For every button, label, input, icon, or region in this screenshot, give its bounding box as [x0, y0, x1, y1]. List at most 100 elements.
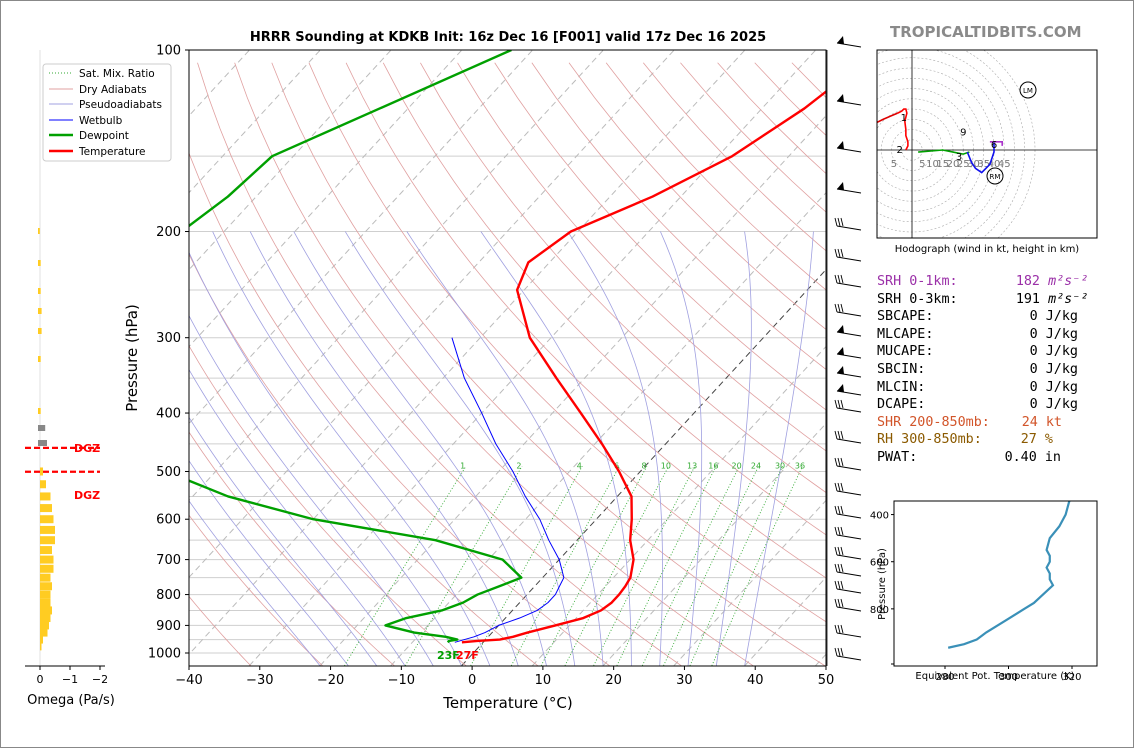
stat-sbcape-label: SBCAPE:: [877, 309, 934, 325]
wind-barbs: [826, 36, 862, 666]
hodograph-height-label: 2: [897, 145, 903, 156]
dgz-label-bottom: DGZ: [74, 489, 100, 502]
stat-pwat: PWAT: 0.40 in: [877, 449, 1088, 467]
mixing-ratio-line: [404, 465, 523, 666]
moist-adiabat-line: [189, 416, 377, 666]
dry-adiabat-line: [568, 62, 826, 330]
wind-barb-staff: [836, 42, 862, 48]
omega-bar: [40, 635, 43, 644]
legend-item-mixing-ratio: Sat. Mix. Ratio: [79, 68, 155, 80]
wind-barb-pennant: [837, 384, 844, 392]
left-mover-circle: [1019, 81, 1037, 99]
stat-rh-value: 27 %: [1020, 432, 1053, 448]
omega-bar: [40, 467, 43, 476]
right-mover-circle: [986, 167, 1004, 185]
stat-srh3-label: SRH 0-3km:: [877, 291, 958, 307]
hodograph-ring-label: 25: [957, 159, 970, 170]
hodograph-segment: [877, 112, 898, 124]
hodograph-height-label: 9: [960, 128, 966, 139]
mixing-ratio-label: 4: [577, 461, 582, 470]
wind-barb: [834, 274, 862, 288]
stat-srh3: SRH 0-3km: 191 m²s⁻²: [877, 291, 1088, 309]
stat-mlcape-value: 0 J/kg: [1029, 326, 1078, 342]
wind-barb: [836, 36, 862, 48]
dry-adiabat-line: [308, 62, 826, 623]
omega-bar: [40, 573, 51, 582]
stat-dcape-label: DCAPE:: [877, 397, 926, 413]
wind-barb: [836, 384, 862, 396]
omega-bar: [40, 564, 54, 573]
legend-item-dewpoint: Dewpoint: [79, 130, 129, 142]
hodograph-segment: [989, 141, 1004, 146]
wind-barb-flag: [840, 399, 844, 409]
wind-barb-flag: [840, 580, 844, 590]
mixing-ratio-line: [540, 465, 648, 666]
stat-shr: SHR 200-850mb: 24 kt: [877, 414, 1088, 432]
wind-barb-flag: [834, 647, 838, 657]
dry-adiabat-line: [457, 62, 826, 452]
omega-tick-label: 0: [37, 673, 44, 686]
omega-bar: [40, 590, 51, 599]
y-tick-label: 600: [156, 513, 181, 528]
dry-adiabat-line: [345, 62, 826, 579]
wind-barb-flag: [837, 430, 841, 440]
wind-barb-flag: [837, 217, 841, 227]
skewt-axes: −40 −30 −20 −10 0 10 20 30 40 50 100 200 300 400 500 60…: [148, 44, 834, 689]
wind-barb-staff: [836, 606, 862, 612]
wind-barb-flag: [834, 505, 838, 515]
wind-barb-staff: [836, 465, 862, 471]
wind-barb-flag: [837, 248, 841, 258]
wind-barb: [834, 457, 862, 471]
stat-mlcape: MLCAPE: 0 J/kg: [877, 326, 1088, 344]
hodograph-height-label: 6: [991, 140, 997, 151]
wind-barb-staff: [836, 534, 862, 540]
wind-barb-staff: [836, 225, 862, 231]
mixing-ratio-line: [564, 465, 670, 666]
wind-barb-staff: [836, 256, 862, 262]
omega-bar: [40, 525, 55, 534]
wind-barb-flag: [834, 526, 838, 536]
dry-adiabat-line: [189, 345, 467, 666]
omega-tick-label: −2: [92, 673, 108, 686]
x-tick-label: 10: [535, 673, 552, 688]
thetae-plot: 280 300 320 400 600 800: [870, 500, 1098, 683]
wind-barb-flag: [837, 399, 841, 409]
dry-adiabat-line: [189, 431, 395, 666]
stat-srh1-value: 182: [1015, 274, 1040, 289]
omega-bar: [40, 555, 54, 564]
wind-barb-flag: [834, 563, 838, 573]
dry-adiabat-line: [189, 514, 323, 666]
wind-barb-flag: [837, 598, 841, 608]
wind-barb-flag: [840, 526, 844, 536]
moist-adiabat-line: [406, 231, 604, 666]
stat-mucape-label: MUCAPE:: [877, 344, 934, 360]
thetae-x-tick-label: 320: [1062, 672, 1081, 683]
hodograph-ring-label: 45: [998, 159, 1011, 170]
isotherm-line: [248, 50, 817, 666]
x-tick-label: −10: [388, 673, 415, 688]
stat-srh1: SRH 0-1km: 182 m²s⁻²: [877, 273, 1088, 291]
wind-barb-staff: [836, 372, 862, 378]
thetae-y-tick-label: 600: [870, 558, 889, 569]
hodograph-ring-label: 15: [936, 159, 949, 170]
mixing-ratio-label: 10: [661, 461, 671, 470]
dry-adiabat-line: [420, 62, 826, 493]
wind-barb-flag: [837, 274, 841, 284]
wind-barb-flag: [837, 457, 841, 467]
wind-barb-flag: [834, 217, 838, 227]
wind-barb-flag: [837, 624, 841, 634]
legend-item-wetbulb: Wetbulb: [79, 115, 123, 127]
wind-barb-staff: [836, 655, 862, 661]
thetae-clip: [947, 501, 1071, 649]
thetae-x-tick-label: 280: [935, 672, 954, 683]
wind-barb: [836, 141, 862, 153]
wind-barb-staff: [836, 490, 862, 496]
legend: Sat. Mix. Ratio Dry Adiabats Pseudoadiab…: [42, 63, 172, 162]
hodograph-ring-label: 35: [977, 159, 990, 170]
wind-barb-staff: [836, 147, 862, 153]
y-tick-label: 1000: [148, 647, 181, 662]
mixing-ratio-line: [711, 465, 803, 666]
wind-barb-pennant: [837, 36, 844, 44]
moist-adiabat-line: [660, 231, 703, 666]
hodograph-ring-label: 5: [919, 159, 925, 170]
